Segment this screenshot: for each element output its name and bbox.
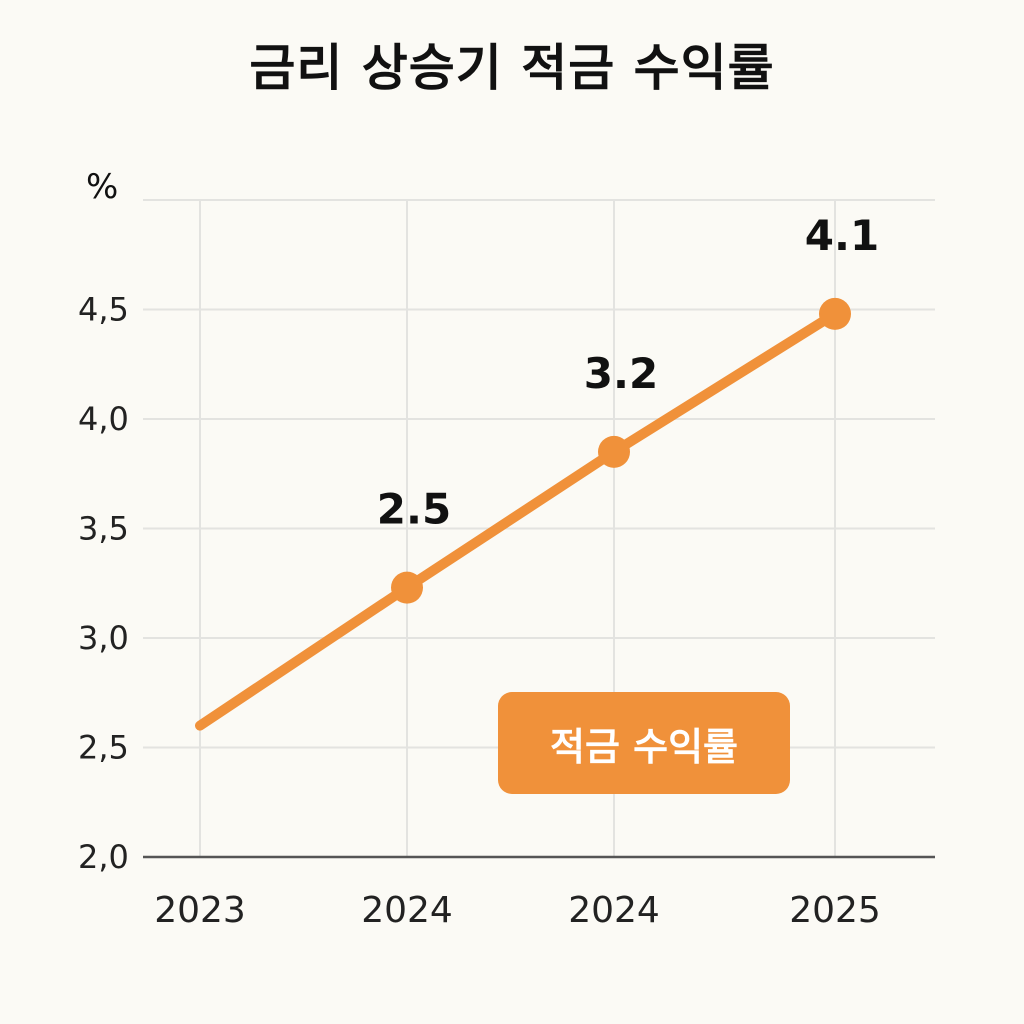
x-tick-label: 2024 xyxy=(361,890,453,931)
x-tick-labels: 2023 2024 2024 2025 xyxy=(154,890,881,931)
chart-title: 금리 상승기 적금 수익률 xyxy=(249,39,775,97)
x-tick-label: 2023 xyxy=(154,890,246,931)
y-tick-label: 2,0 xyxy=(78,838,129,876)
y-tick-label: 2,5 xyxy=(78,729,129,767)
data-labels: 2.5 3.2 4.1 xyxy=(377,211,879,534)
series-line xyxy=(195,308,840,731)
y-tick-label: 3,0 xyxy=(78,619,129,657)
y-tick-labels: 2,0 2,5 3,0 3,5 4,0 4,5 xyxy=(78,291,129,877)
y-tick-label: 4,0 xyxy=(78,400,129,438)
data-point xyxy=(391,571,423,604)
y-axis-unit-label: % xyxy=(86,167,118,207)
data-label: 4.1 xyxy=(805,211,879,260)
data-point xyxy=(598,435,630,468)
y-tick-label: 4,5 xyxy=(78,291,129,329)
y-tick-label: 3,5 xyxy=(78,510,129,548)
data-point xyxy=(819,297,851,330)
x-tick-label: 2025 xyxy=(789,890,881,931)
data-label: 2.5 xyxy=(377,485,451,534)
series-layer xyxy=(195,297,851,731)
data-label: 3.2 xyxy=(584,349,658,398)
legend-badge: 적금 수익률 xyxy=(498,692,790,794)
grid-lines xyxy=(143,199,935,857)
x-tick-label: 2024 xyxy=(568,890,660,931)
